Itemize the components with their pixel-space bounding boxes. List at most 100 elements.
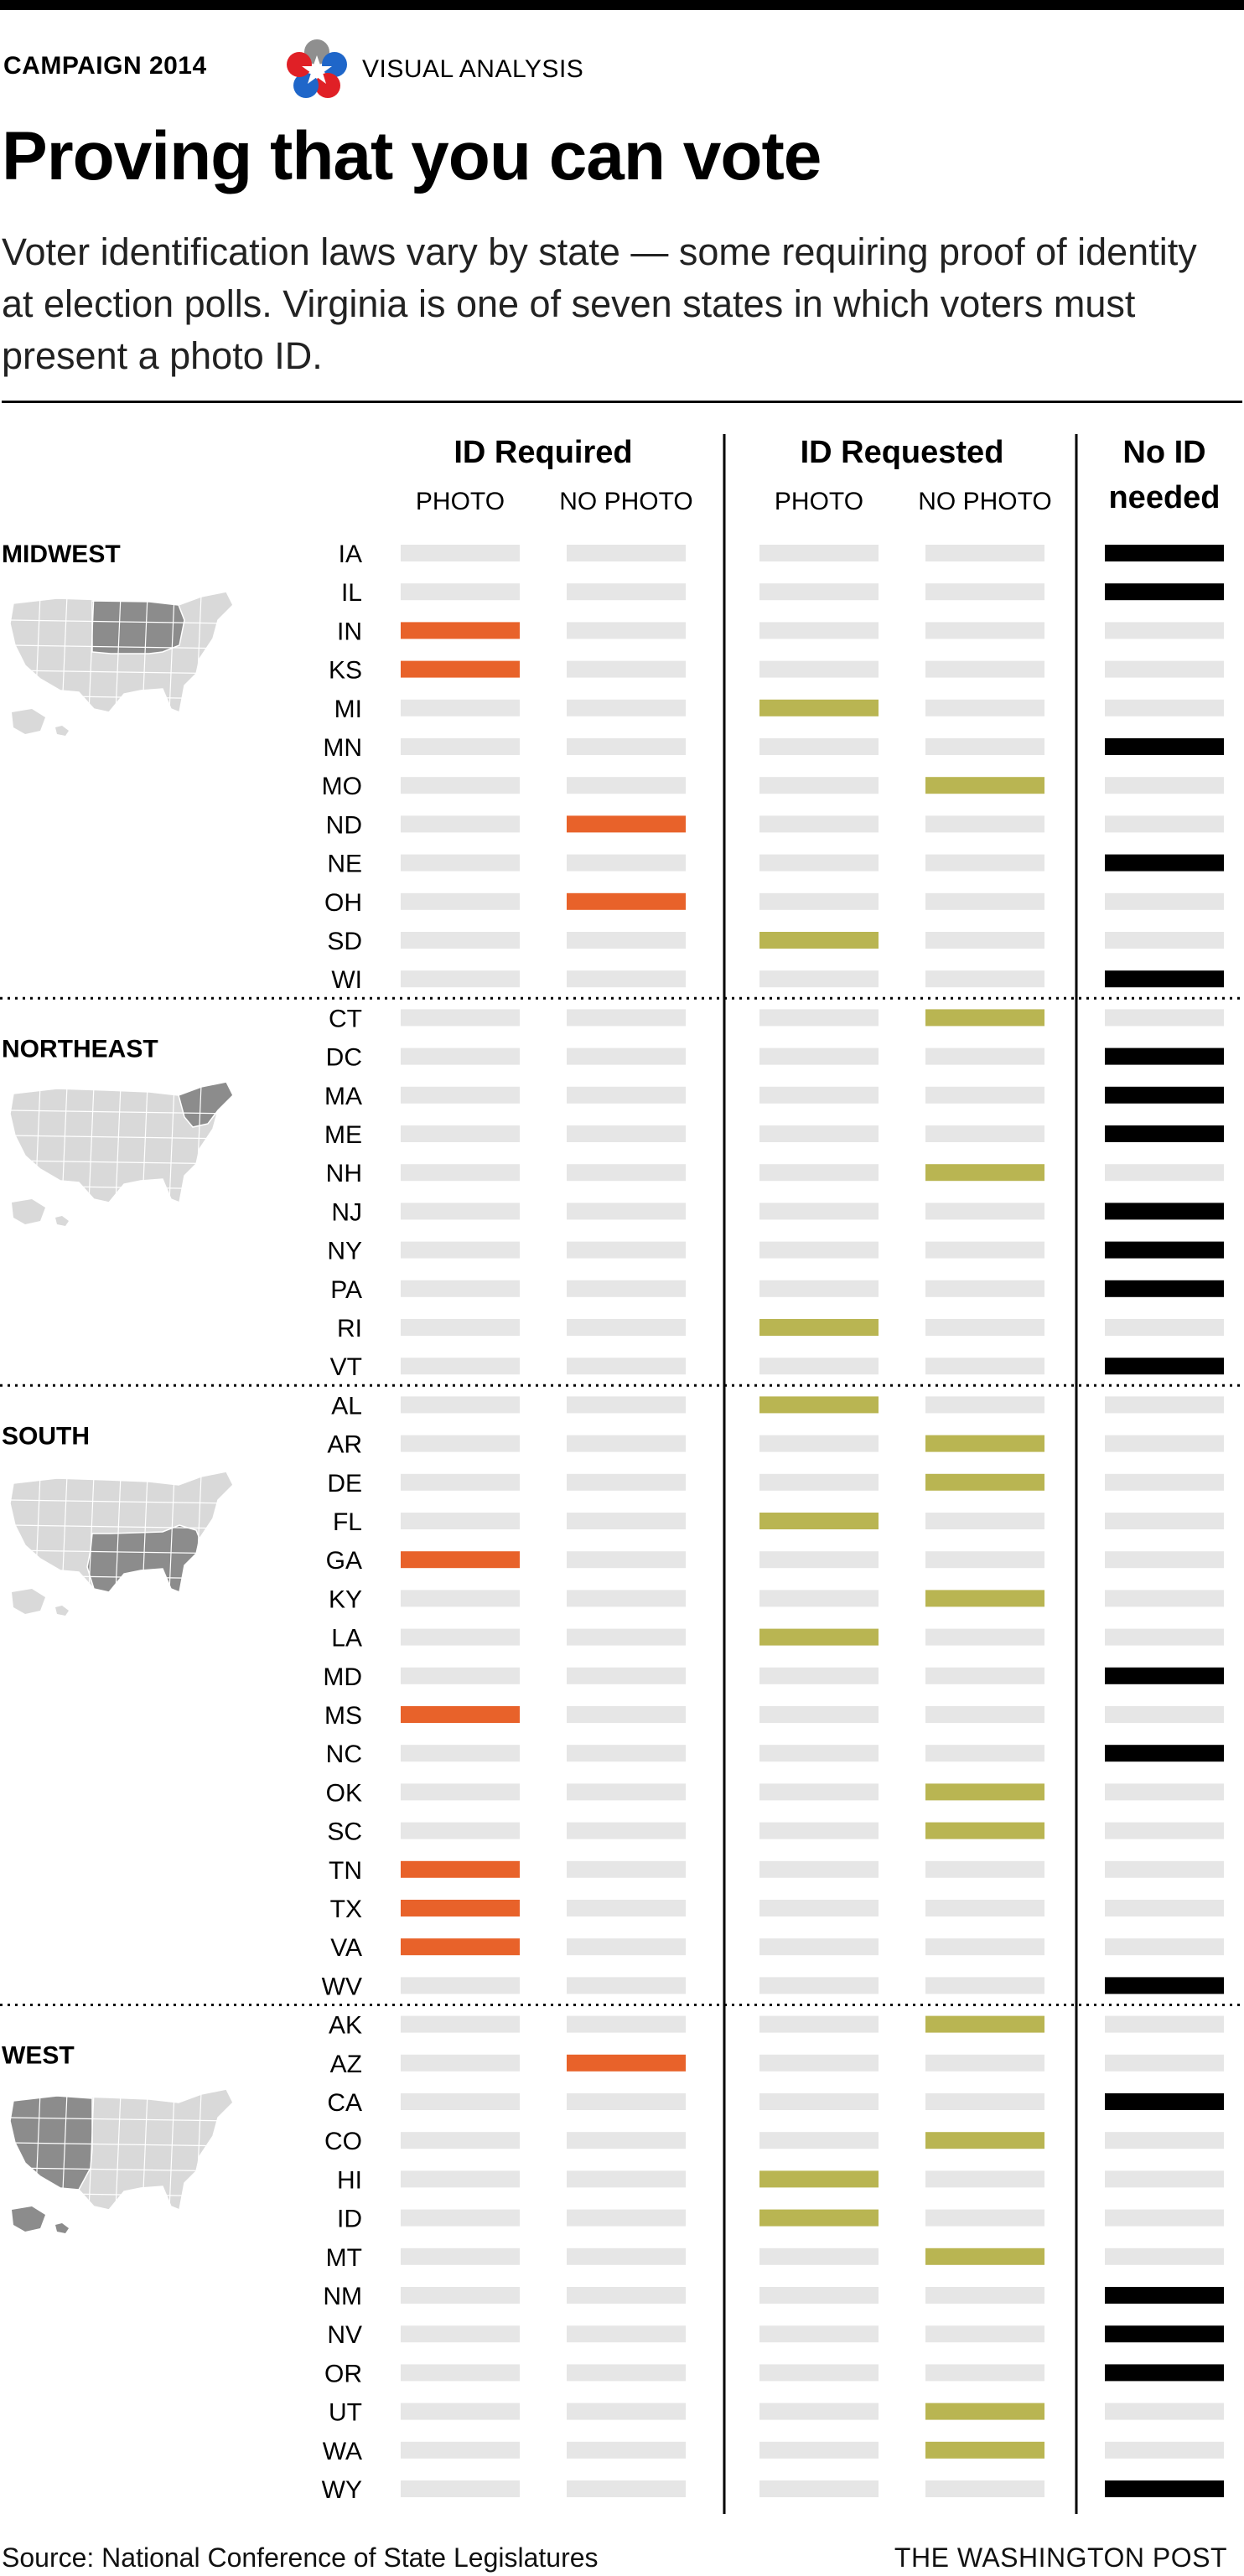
state-label: NE — [327, 851, 362, 878]
state-border — [9, 670, 234, 675]
state-bar — [567, 1009, 686, 1027]
state-border — [61, 1474, 68, 1593]
state-bar — [567, 2403, 686, 2420]
state-bar — [401, 1977, 520, 1994]
state-bar — [401, 2403, 520, 2420]
state-label: CT — [329, 1005, 362, 1032]
state-bar — [567, 815, 686, 833]
state-bar — [401, 2287, 520, 2304]
state-bar — [925, 1551, 1044, 1569]
state-bar — [1105, 545, 1224, 561]
state-bar — [567, 622, 686, 639]
state-bar — [1105, 1086, 1224, 1104]
state-label: UT — [329, 2399, 362, 2427]
state-bar — [567, 1086, 686, 1104]
highlighted-region — [91, 600, 185, 654]
state-bar — [567, 1667, 686, 1684]
state-border — [9, 2117, 234, 2122]
state-border — [88, 1474, 95, 1593]
state-bar — [401, 1203, 520, 1220]
state-label: MA — [324, 1083, 362, 1110]
state-bar — [401, 2093, 520, 2110]
state-bar — [401, 1435, 520, 1452]
state-bar — [1105, 1977, 1224, 1994]
state-label: TX — [330, 1896, 362, 1923]
state-bar — [567, 1358, 686, 1375]
state-bar — [925, 2248, 1044, 2265]
state-bar — [567, 2093, 686, 2110]
state-bar — [759, 1047, 879, 1065]
state-bar — [759, 2364, 879, 2382]
state-bar — [759, 970, 879, 988]
state-label: OH — [324, 889, 362, 917]
state-bar — [401, 1938, 520, 1956]
state-bar — [567, 2480, 686, 2497]
state-border — [61, 2092, 68, 2211]
state-bar — [567, 2132, 686, 2149]
state-bar — [759, 2170, 879, 2188]
state-bar — [925, 777, 1044, 794]
state-bar — [925, 1280, 1044, 1297]
state-bar — [925, 2054, 1044, 2072]
state-bar — [401, 2170, 520, 2188]
state-bar — [759, 1241, 879, 1259]
state-label: OK — [326, 1779, 362, 1807]
state-bar — [401, 1551, 520, 1569]
state-label: MT — [326, 2244, 362, 2272]
state-bar — [401, 1280, 520, 1297]
state-bar — [1105, 854, 1224, 872]
group-header: No ID — [1122, 435, 1205, 470]
state-bar — [401, 1047, 520, 1065]
state-bar — [401, 777, 520, 794]
state-bar — [401, 1473, 520, 1491]
state-bar — [1105, 2209, 1224, 2227]
state-bar — [567, 1783, 686, 1801]
state-bar — [925, 2287, 1044, 2304]
state-bar — [759, 2054, 879, 2072]
state-bar — [1105, 2170, 1224, 2188]
state-border — [9, 1160, 234, 1165]
state-bar — [759, 1513, 879, 1529]
state-border — [9, 1499, 234, 1504]
state-border — [9, 1135, 234, 1140]
state-bar — [925, 892, 1044, 910]
state-bar — [1105, 1396, 1224, 1414]
state-border — [195, 2092, 202, 2211]
state-border — [61, 1084, 68, 1203]
state-bar — [567, 699, 686, 716]
state-bar — [401, 854, 520, 872]
state-bar — [759, 2325, 879, 2343]
state-bar — [567, 1319, 686, 1336]
state-bar — [1105, 970, 1224, 988]
state-bar — [759, 2015, 879, 2033]
state-bar — [401, 1900, 520, 1916]
state-bar — [925, 1396, 1044, 1414]
state-bar — [925, 738, 1044, 755]
state-bar — [925, 660, 1044, 678]
state-bar — [567, 2364, 686, 2382]
state-label: MN — [323, 734, 362, 762]
state-bar — [401, 2054, 520, 2072]
state-bar — [1105, 1822, 1224, 1839]
state-label: WA — [323, 2438, 362, 2465]
state-label: IL — [341, 579, 362, 607]
state-bar — [401, 545, 520, 561]
state-bar — [401, 2248, 520, 2265]
state-bar — [759, 738, 879, 755]
state-bar — [567, 1551, 686, 1569]
state-bar — [401, 1319, 520, 1336]
state-bar — [759, 2132, 879, 2149]
state-label: RI — [337, 1315, 362, 1342]
state-border — [9, 2142, 234, 2147]
state-label: SD — [327, 928, 362, 955]
state-bar — [567, 1977, 686, 1994]
state-bar — [401, 970, 520, 988]
state-bar — [759, 1203, 879, 1220]
state-bar — [759, 2441, 879, 2459]
group-header: ID Requested — [801, 435, 1004, 470]
state-bar — [925, 1047, 1044, 1065]
state-border — [195, 1084, 202, 1203]
state-bar — [401, 1860, 520, 1878]
region-label: SOUTH — [2, 1422, 90, 1450]
state-bar — [759, 1435, 879, 1452]
